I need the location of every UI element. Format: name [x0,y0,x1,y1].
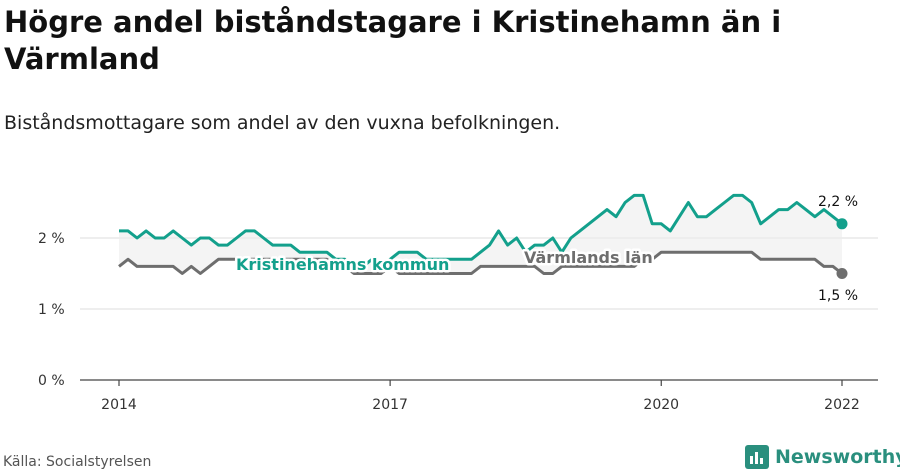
series-line-varmland [118,250,843,275]
series-line-varmland-end-point [836,268,848,279]
series-label-varmland: Värmlands län [524,248,653,267]
chart-subtitle: Biståndsmottagare som andel av den vuxna… [4,112,561,134]
series-line-kristinehamn [119,193,843,268]
brand-name: Newsworthy [775,446,900,468]
x-tick-label: 2020 [643,397,679,413]
chart-title: Högre andel biståndstagare i Kristineham… [4,5,782,76]
difference-band [119,195,842,274]
y-tick-label: 1 % [38,302,65,318]
series-line-kristinehamn-end-point [836,218,848,230]
x-tick-label: 2014 [101,397,137,413]
source-note: Källa: Socialstyrelsen [3,454,152,470]
y-tick-label: 2 % [38,231,65,247]
x-tick-label: 2022 [824,397,860,413]
end-label-varmland: 1,5 % [818,288,858,304]
brand-logo: Newsworthy [745,442,900,472]
x-tick-label: 2017 [372,397,408,413]
y-tick-label: 0 % [38,373,65,389]
end-label-kristinehamn: 2,2 % [818,194,858,210]
bar-chart-icon [745,445,769,469]
series-label-kristinehamn: Kristinehamns kommun [236,255,449,274]
